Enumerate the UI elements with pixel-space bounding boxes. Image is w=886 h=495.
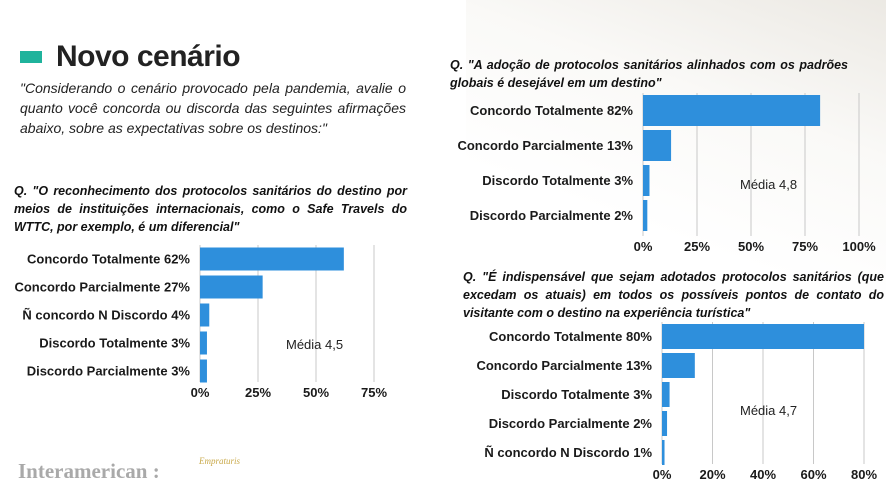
category-label: Concordo Totalmente 80% (489, 329, 652, 344)
x-tick-label: 0% (191, 385, 210, 400)
bar (662, 324, 864, 349)
x-tick-label: 100% (842, 239, 876, 254)
category-label: Discordo Parcialmente 3% (27, 364, 191, 379)
page-title: Novo cenário (56, 40, 241, 73)
category-label: Concordo Totalmente 82% (470, 103, 633, 118)
bar (643, 200, 648, 231)
bar (200, 275, 263, 299)
category-label: Concordo Parcialmente 13% (457, 138, 633, 153)
bar (200, 247, 344, 271)
mean-annotation: Média 4,7 (740, 403, 797, 418)
bar (662, 353, 695, 378)
bar (662, 440, 665, 465)
bar (643, 165, 650, 196)
x-tick-label: 0% (634, 239, 653, 254)
title-accent-mark (20, 51, 42, 63)
interamerican-logo: Interamerican : (18, 459, 160, 483)
x-tick-label: 75% (792, 239, 818, 254)
question-3: Q. "É indispensável que sejam adotados p… (463, 270, 884, 320)
bar (200, 331, 207, 355)
bar (662, 411, 668, 436)
bar (643, 130, 672, 161)
mean-annotation: Média 4,8 (740, 177, 797, 192)
bar (200, 303, 210, 327)
category-label: Concordo Totalmente 62% (27, 252, 190, 267)
x-tick-label: 40% (750, 467, 776, 482)
question-1: Q. "O reconhecimento dos protocolos sani… (14, 184, 407, 234)
x-tick-label: 60% (800, 467, 826, 482)
x-tick-label: 75% (361, 385, 387, 400)
category-label: Discordo Totalmente 3% (501, 387, 652, 402)
category-label: Ñ concordo N Discordo 4% (22, 308, 190, 323)
x-tick-label: 25% (684, 239, 710, 254)
category-label: Ñ concordo N Discordo 1% (484, 445, 652, 460)
category-label: Discordo Parcialmente 2% (489, 416, 653, 431)
x-tick-label: 20% (699, 467, 725, 482)
intro-text: "Considerando o cenário provocado pela p… (20, 80, 406, 136)
category-label: Concordo Parcialmente 13% (476, 358, 652, 373)
x-tick-label: 0% (653, 467, 672, 482)
x-tick-label: 80% (851, 467, 877, 482)
category-label: Discordo Parcialmente 2% (470, 208, 634, 223)
x-tick-label: 50% (738, 239, 764, 254)
mean-annotation: Média 4,5 (286, 337, 343, 352)
x-tick-label: 50% (303, 385, 329, 400)
bar (200, 359, 207, 383)
bar (643, 95, 821, 126)
category-label: Discordo Totalmente 3% (39, 336, 190, 351)
partner-logo: Empraturis (199, 456, 241, 466)
title-row: Novo cenário (20, 40, 241, 74)
category-label: Discordo Totalmente 3% (482, 173, 633, 188)
x-tick-label: 25% (245, 385, 271, 400)
category-label: Concordo Parcialmente 27% (14, 280, 190, 295)
bar (662, 382, 670, 407)
question-2: Q. "A adoção de protocolos sanitários al… (450, 58, 848, 90)
